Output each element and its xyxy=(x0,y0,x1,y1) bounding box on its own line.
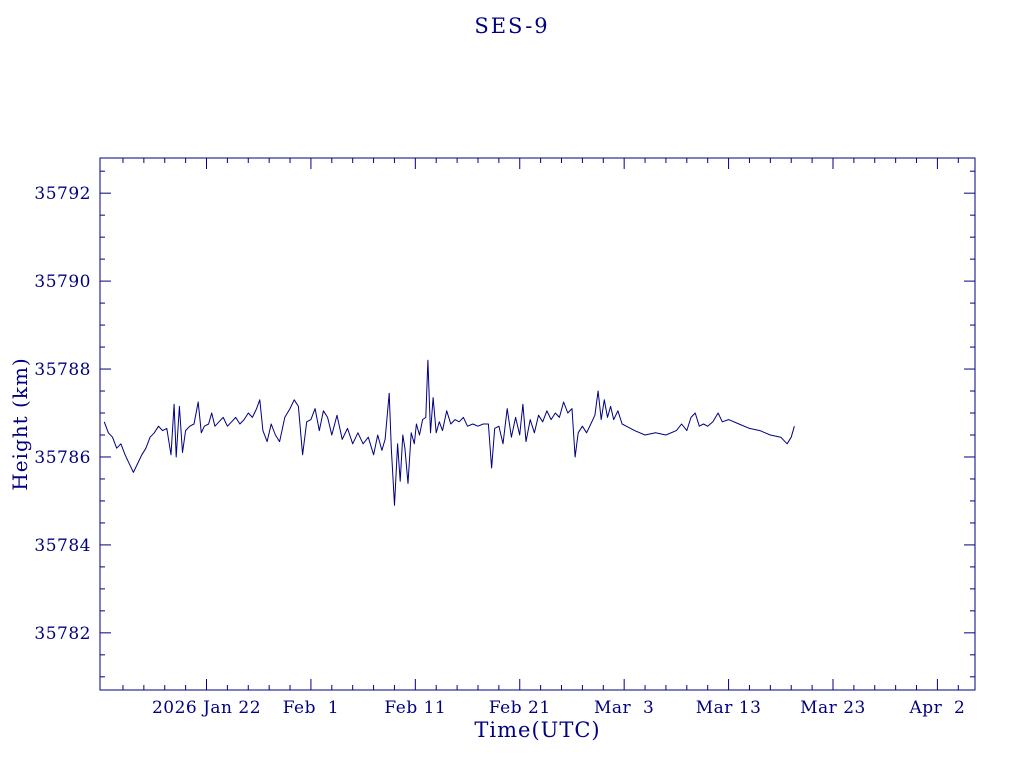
axis-ticks xyxy=(100,158,975,690)
x-tick-label: Feb 11 xyxy=(384,698,446,718)
x-tick-label: 2026 Jan 22 xyxy=(152,698,261,718)
y-tick-label: 35784 xyxy=(34,536,91,556)
y-axis-label: Height (km) xyxy=(8,357,32,491)
y-tick-label: 35790 xyxy=(34,272,91,292)
plot-frame xyxy=(99,157,976,691)
x-tick-label: Mar 3 xyxy=(594,698,654,718)
chart-title: SES-9 xyxy=(474,14,550,38)
y-tick-label: 35788 xyxy=(34,360,91,380)
x-tick-label: Feb 1 xyxy=(283,698,339,718)
x-tick-label: Mar 13 xyxy=(696,698,762,718)
x-tick-label: Apr 2 xyxy=(908,698,965,718)
x-tick-label: Feb 21 xyxy=(489,698,551,718)
y-tick-label: 35786 xyxy=(34,448,91,468)
x-axis-label: Time(UTC) xyxy=(474,718,601,742)
data-line xyxy=(103,359,795,506)
axis-tick-labels: 2026 Jan 22 Feb 1 Feb 11 Feb 21 Mar 3 Mar 13 M… xyxy=(34,184,965,718)
y-tick-label: 35792 xyxy=(34,184,91,204)
x-tick-label: Mar 23 xyxy=(800,698,866,718)
y-tick-label: 35782 xyxy=(34,624,91,644)
